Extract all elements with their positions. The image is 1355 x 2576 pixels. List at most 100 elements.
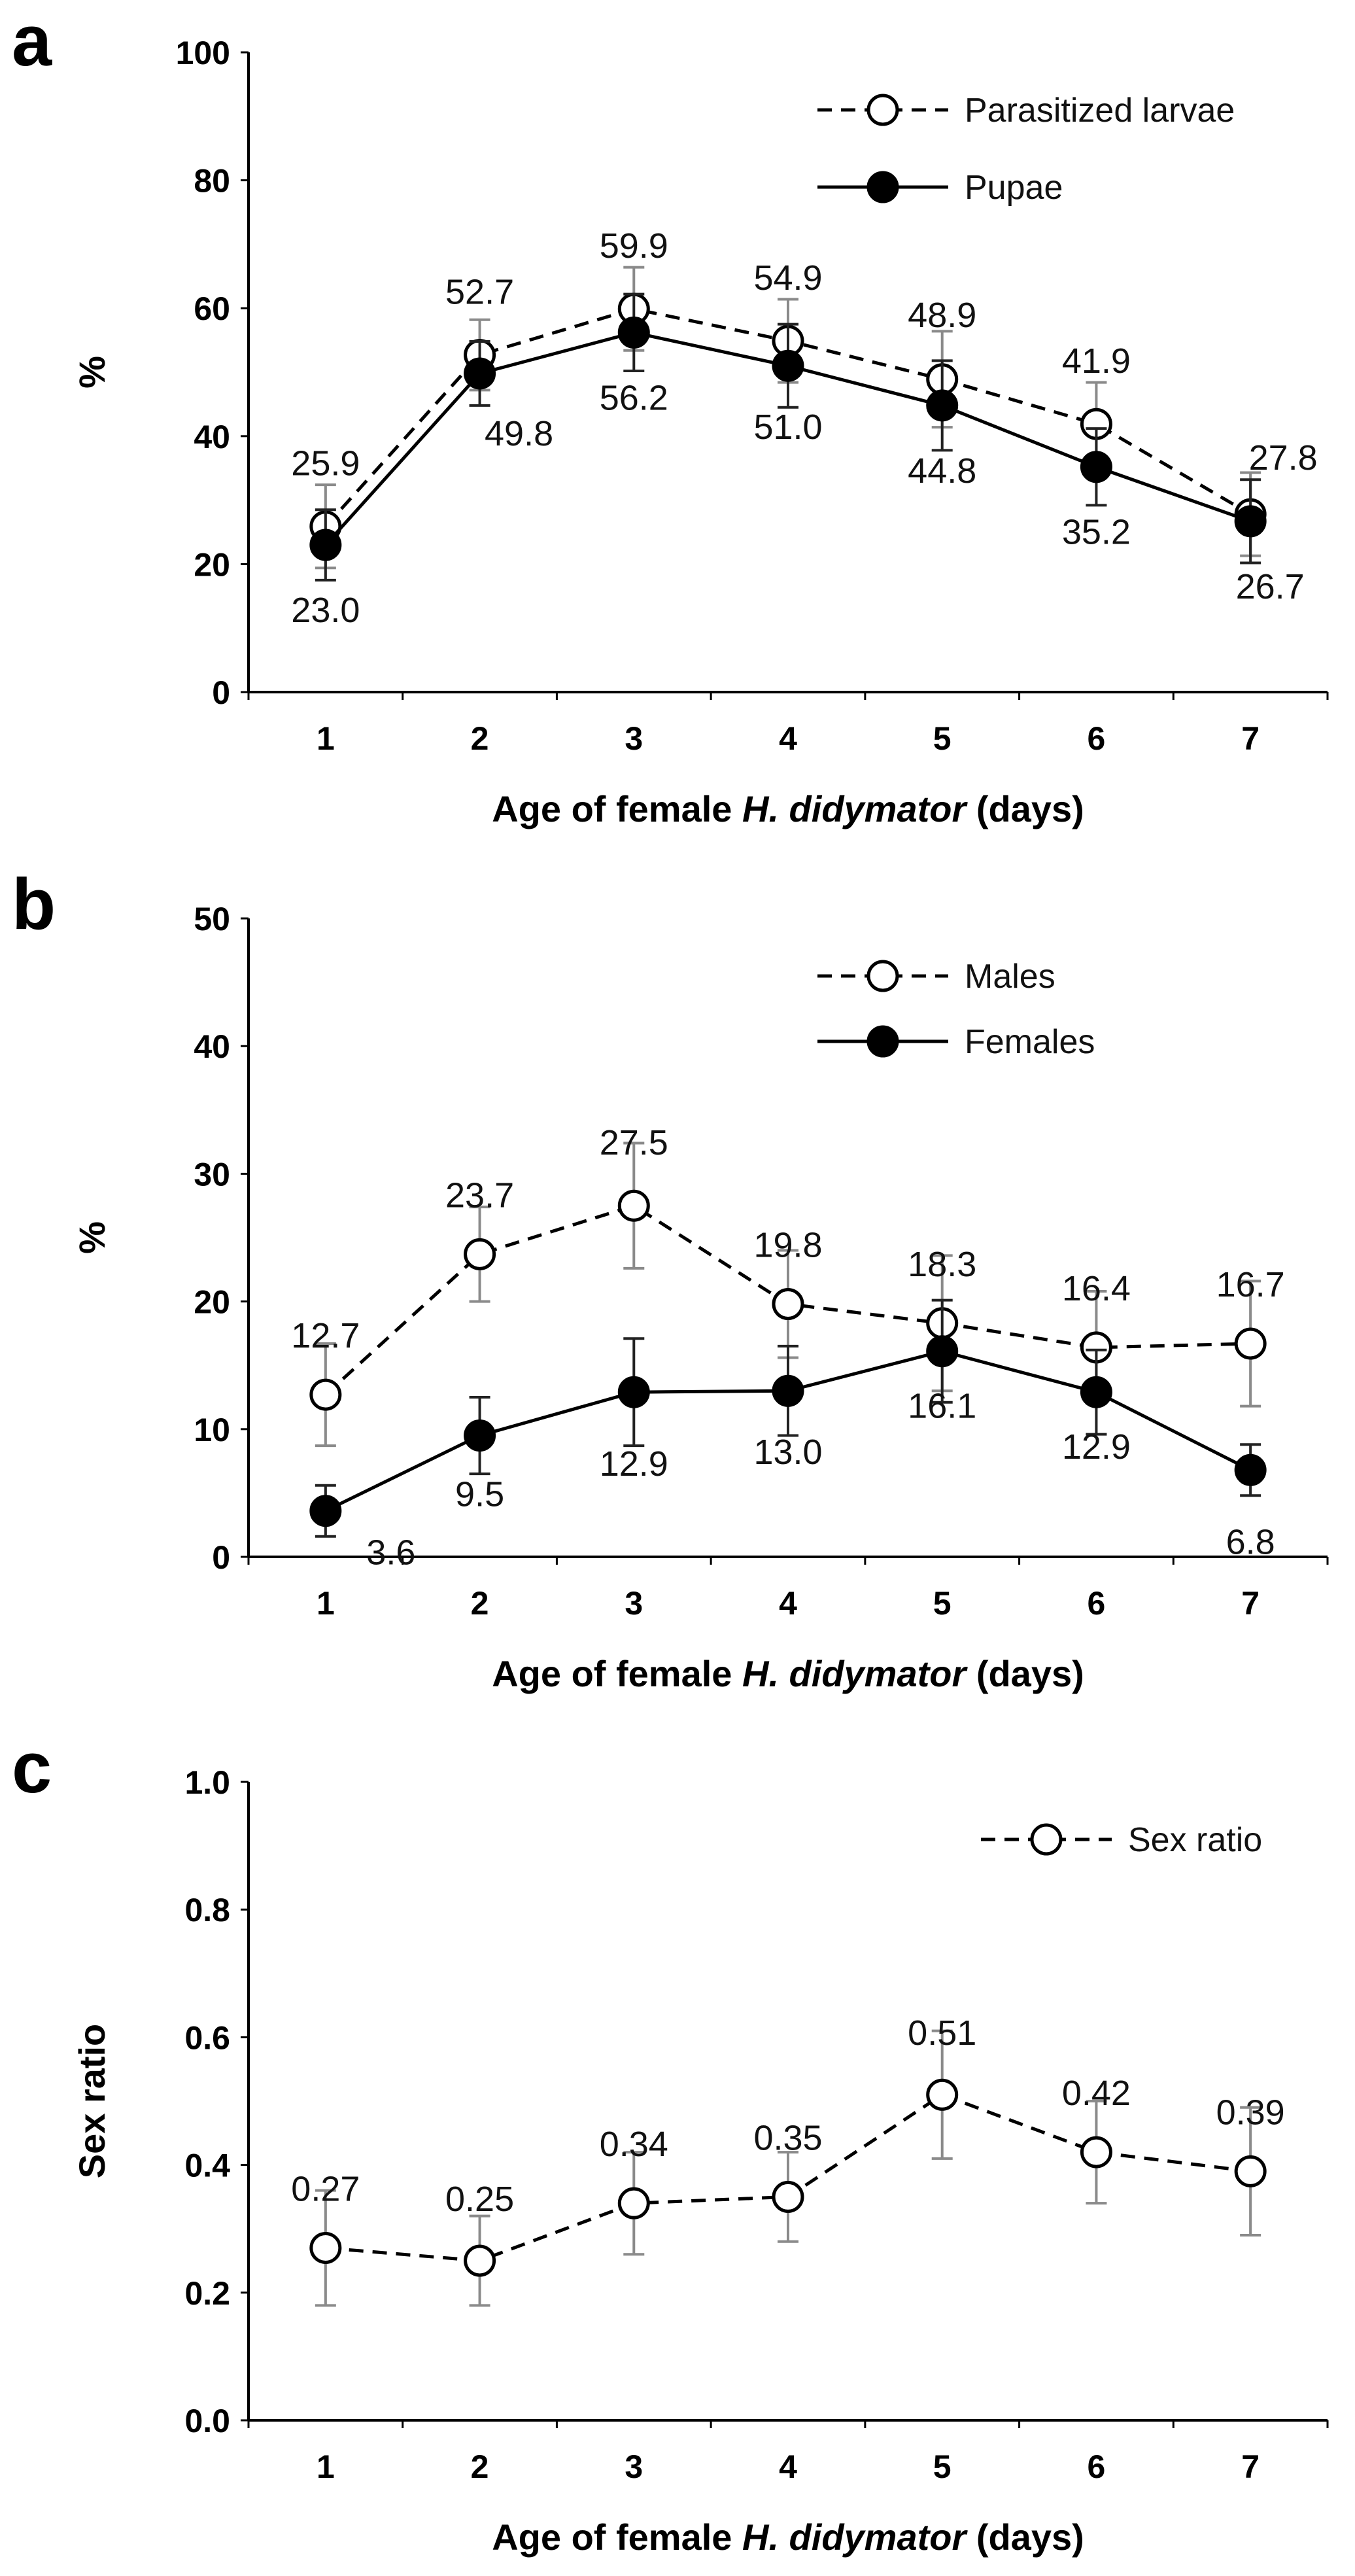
y-axis-title: % — [71, 1221, 112, 1254]
data-point — [309, 1378, 342, 1411]
y-tick-label: 30 — [194, 1156, 230, 1192]
data-point — [464, 1419, 496, 1452]
legend-item: Females — [817, 1023, 1095, 1061]
panel-letter: b — [12, 864, 56, 945]
data-point — [464, 1238, 496, 1270]
data-point — [309, 529, 342, 561]
data-label: 16.1 — [908, 1387, 976, 1426]
data-label: 0.42 — [1062, 2074, 1131, 2113]
x-tick-label: 4 — [779, 1585, 797, 1622]
y-axis-title: % — [71, 356, 112, 389]
data-label: 27.8 — [1249, 438, 1318, 478]
data-label: 16.4 — [1062, 1269, 1131, 1308]
data-label: 6.8 — [1226, 1522, 1275, 1561]
y-tick-label: 100 — [176, 35, 230, 71]
data-label: 51.0 — [753, 408, 822, 447]
data-label: 56.2 — [600, 378, 668, 417]
legend-label: Females — [965, 1023, 1095, 1061]
x-tick-label: 6 — [1088, 1585, 1106, 1622]
y-tick-label: 0 — [212, 1539, 230, 1576]
data-point — [464, 357, 496, 390]
series-parasitized-larvae: 25.9 52.7 59.9 54.9 48.9 41.9 27.8 — [291, 226, 1318, 570]
legend-marker — [866, 94, 899, 126]
x-tick-label: 6 — [1088, 2448, 1106, 2485]
legend-marker — [866, 960, 899, 992]
series-sex-ratio: 0.27 0.25 0.34 0.35 0.51 0.42 0.39 — [291, 2013, 1285, 2307]
legend-marker — [866, 171, 899, 203]
data-point — [772, 349, 804, 382]
chart-panel-a: a 0 20 40 60 80 100 1 2 3 4 5 6 7 Age of female H. did… — [12, 1, 1329, 829]
data-point — [926, 2078, 959, 2111]
y-tick-label: 40 — [194, 419, 230, 455]
x-axis-title: Age of female H. didymator (days) — [492, 1653, 1084, 1694]
x-tick-label: 7 — [1241, 2448, 1260, 2485]
x-tick-label: 5 — [933, 1585, 952, 1622]
x-tick-label: 2 — [471, 1585, 489, 1622]
data-label: 59.9 — [600, 226, 668, 266]
data-label: 0.25 — [445, 2180, 514, 2219]
x-tick-label: 4 — [779, 2448, 797, 2485]
data-point — [617, 1189, 650, 1222]
legend-item: Males — [817, 958, 1055, 996]
legend-label: Parasitized larvae — [965, 92, 1235, 130]
data-point — [772, 2180, 804, 2213]
data-label: 25.9 — [291, 444, 360, 483]
data-point — [1080, 2136, 1112, 2168]
y-tick-label: 0.4 — [184, 2148, 230, 2184]
x-tick-label: 4 — [779, 720, 797, 757]
legend-marker — [1030, 1823, 1063, 1856]
x-tick-label: 2 — [471, 720, 489, 757]
data-label: 48.9 — [908, 296, 976, 335]
data-label: 3.6 — [366, 1533, 415, 1573]
data-label: 23.7 — [445, 1175, 514, 1215]
x-tick-label: 7 — [1241, 1585, 1260, 1622]
data-label: 52.7 — [445, 273, 514, 312]
data-point — [1080, 451, 1112, 483]
y-tick-label: 50 — [194, 901, 230, 937]
data-label: 26.7 — [1236, 567, 1305, 606]
legend-marker — [866, 1025, 899, 1058]
data-label: 35.2 — [1062, 513, 1131, 552]
data-label: 0.34 — [600, 2125, 668, 2164]
data-point — [1080, 1376, 1112, 1408]
data-label: 12.9 — [1062, 1427, 1131, 1467]
data-point — [617, 2187, 650, 2219]
data-label: 0.39 — [1216, 2093, 1285, 2132]
y-tick-label: 1.0 — [184, 1764, 230, 1801]
data-point — [926, 389, 959, 422]
x-tick-label: 5 — [933, 720, 952, 757]
data-label: 27.5 — [600, 1123, 668, 1162]
y-tick-label: 40 — [194, 1028, 230, 1065]
x-tick-label: 6 — [1088, 720, 1106, 757]
data-label: 12.7 — [291, 1316, 360, 1355]
data-point — [617, 316, 650, 349]
y-tick-label: 0 — [212, 674, 230, 711]
data-label: 16.7 — [1216, 1265, 1285, 1304]
data-label: 0.27 — [291, 2169, 360, 2208]
y-tick-label: 60 — [194, 290, 230, 327]
y-tick-label: 20 — [194, 1284, 230, 1321]
x-axis-title: Age of female H. didymator (days) — [492, 788, 1084, 829]
x-tick-label: 7 — [1241, 720, 1260, 757]
y-axis-title: Sex ratio — [71, 2024, 112, 2179]
series-males: 12.7 23.7 27.5 19.8 18.3 16.4 16.7 — [291, 1123, 1285, 1448]
y-tick-label: 0.8 — [184, 1892, 230, 1928]
data-label: 9.5 — [455, 1475, 504, 1514]
y-tick-label: 80 — [194, 163, 230, 200]
data-label: 49.8 — [485, 414, 553, 453]
x-tick-label: 5 — [933, 2448, 952, 2485]
x-axis-title: Age of female H. didymator (days) — [492, 2516, 1084, 2558]
data-label: 54.9 — [753, 258, 822, 298]
data-point — [1234, 505, 1267, 538]
y-tick-label: 10 — [194, 1412, 230, 1448]
x-tick-label: 3 — [625, 720, 643, 757]
data-label: 13.0 — [753, 1433, 822, 1472]
x-tick-label: 2 — [471, 2448, 489, 2485]
legend-label: Sex ratio — [1128, 1821, 1262, 1859]
legend-label: Pupae — [965, 169, 1063, 207]
data-label: 23.0 — [291, 591, 360, 630]
data-label: 0.35 — [753, 2118, 822, 2157]
data-point — [926, 1335, 959, 1368]
panel-letter: a — [12, 1, 52, 81]
data-point — [772, 1374, 804, 1407]
